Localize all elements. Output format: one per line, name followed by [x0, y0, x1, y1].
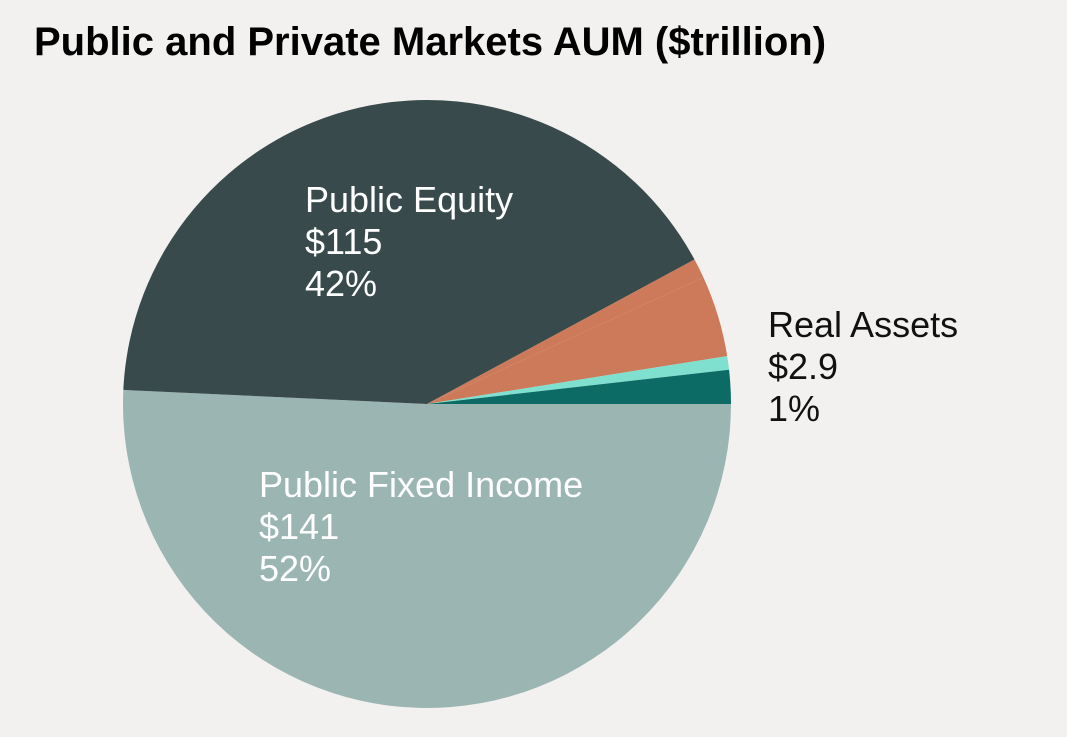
slice-label-value-2: $2.9 — [768, 346, 838, 387]
slice-label-value-1: $115 — [305, 221, 382, 262]
slice-label-pct-1: 42% — [305, 263, 377, 304]
pie-slice-5 — [427, 369, 731, 404]
pie-slices — [123, 99, 731, 708]
pie-slice-3 — [427, 277, 728, 404]
slice-label-value-0: $141 — [259, 506, 339, 547]
slice-label-name-0: Public Fixed Income — [259, 464, 583, 505]
pie-slice-0 — [123, 389, 731, 708]
slice-label-pct-2: 1% — [768, 388, 820, 429]
slice-label-name-2: Real Assets — [768, 304, 958, 345]
pie-slice-1 — [123, 99, 695, 405]
slice-label-pct-0: 52% — [259, 548, 331, 589]
pie-slice-2 — [427, 259, 704, 404]
pie-slice-4 — [427, 356, 730, 404]
chart-title: Public and Private Markets AUM ($trillio… — [34, 20, 827, 64]
slice-label-name-1: Public Equity — [305, 179, 513, 220]
